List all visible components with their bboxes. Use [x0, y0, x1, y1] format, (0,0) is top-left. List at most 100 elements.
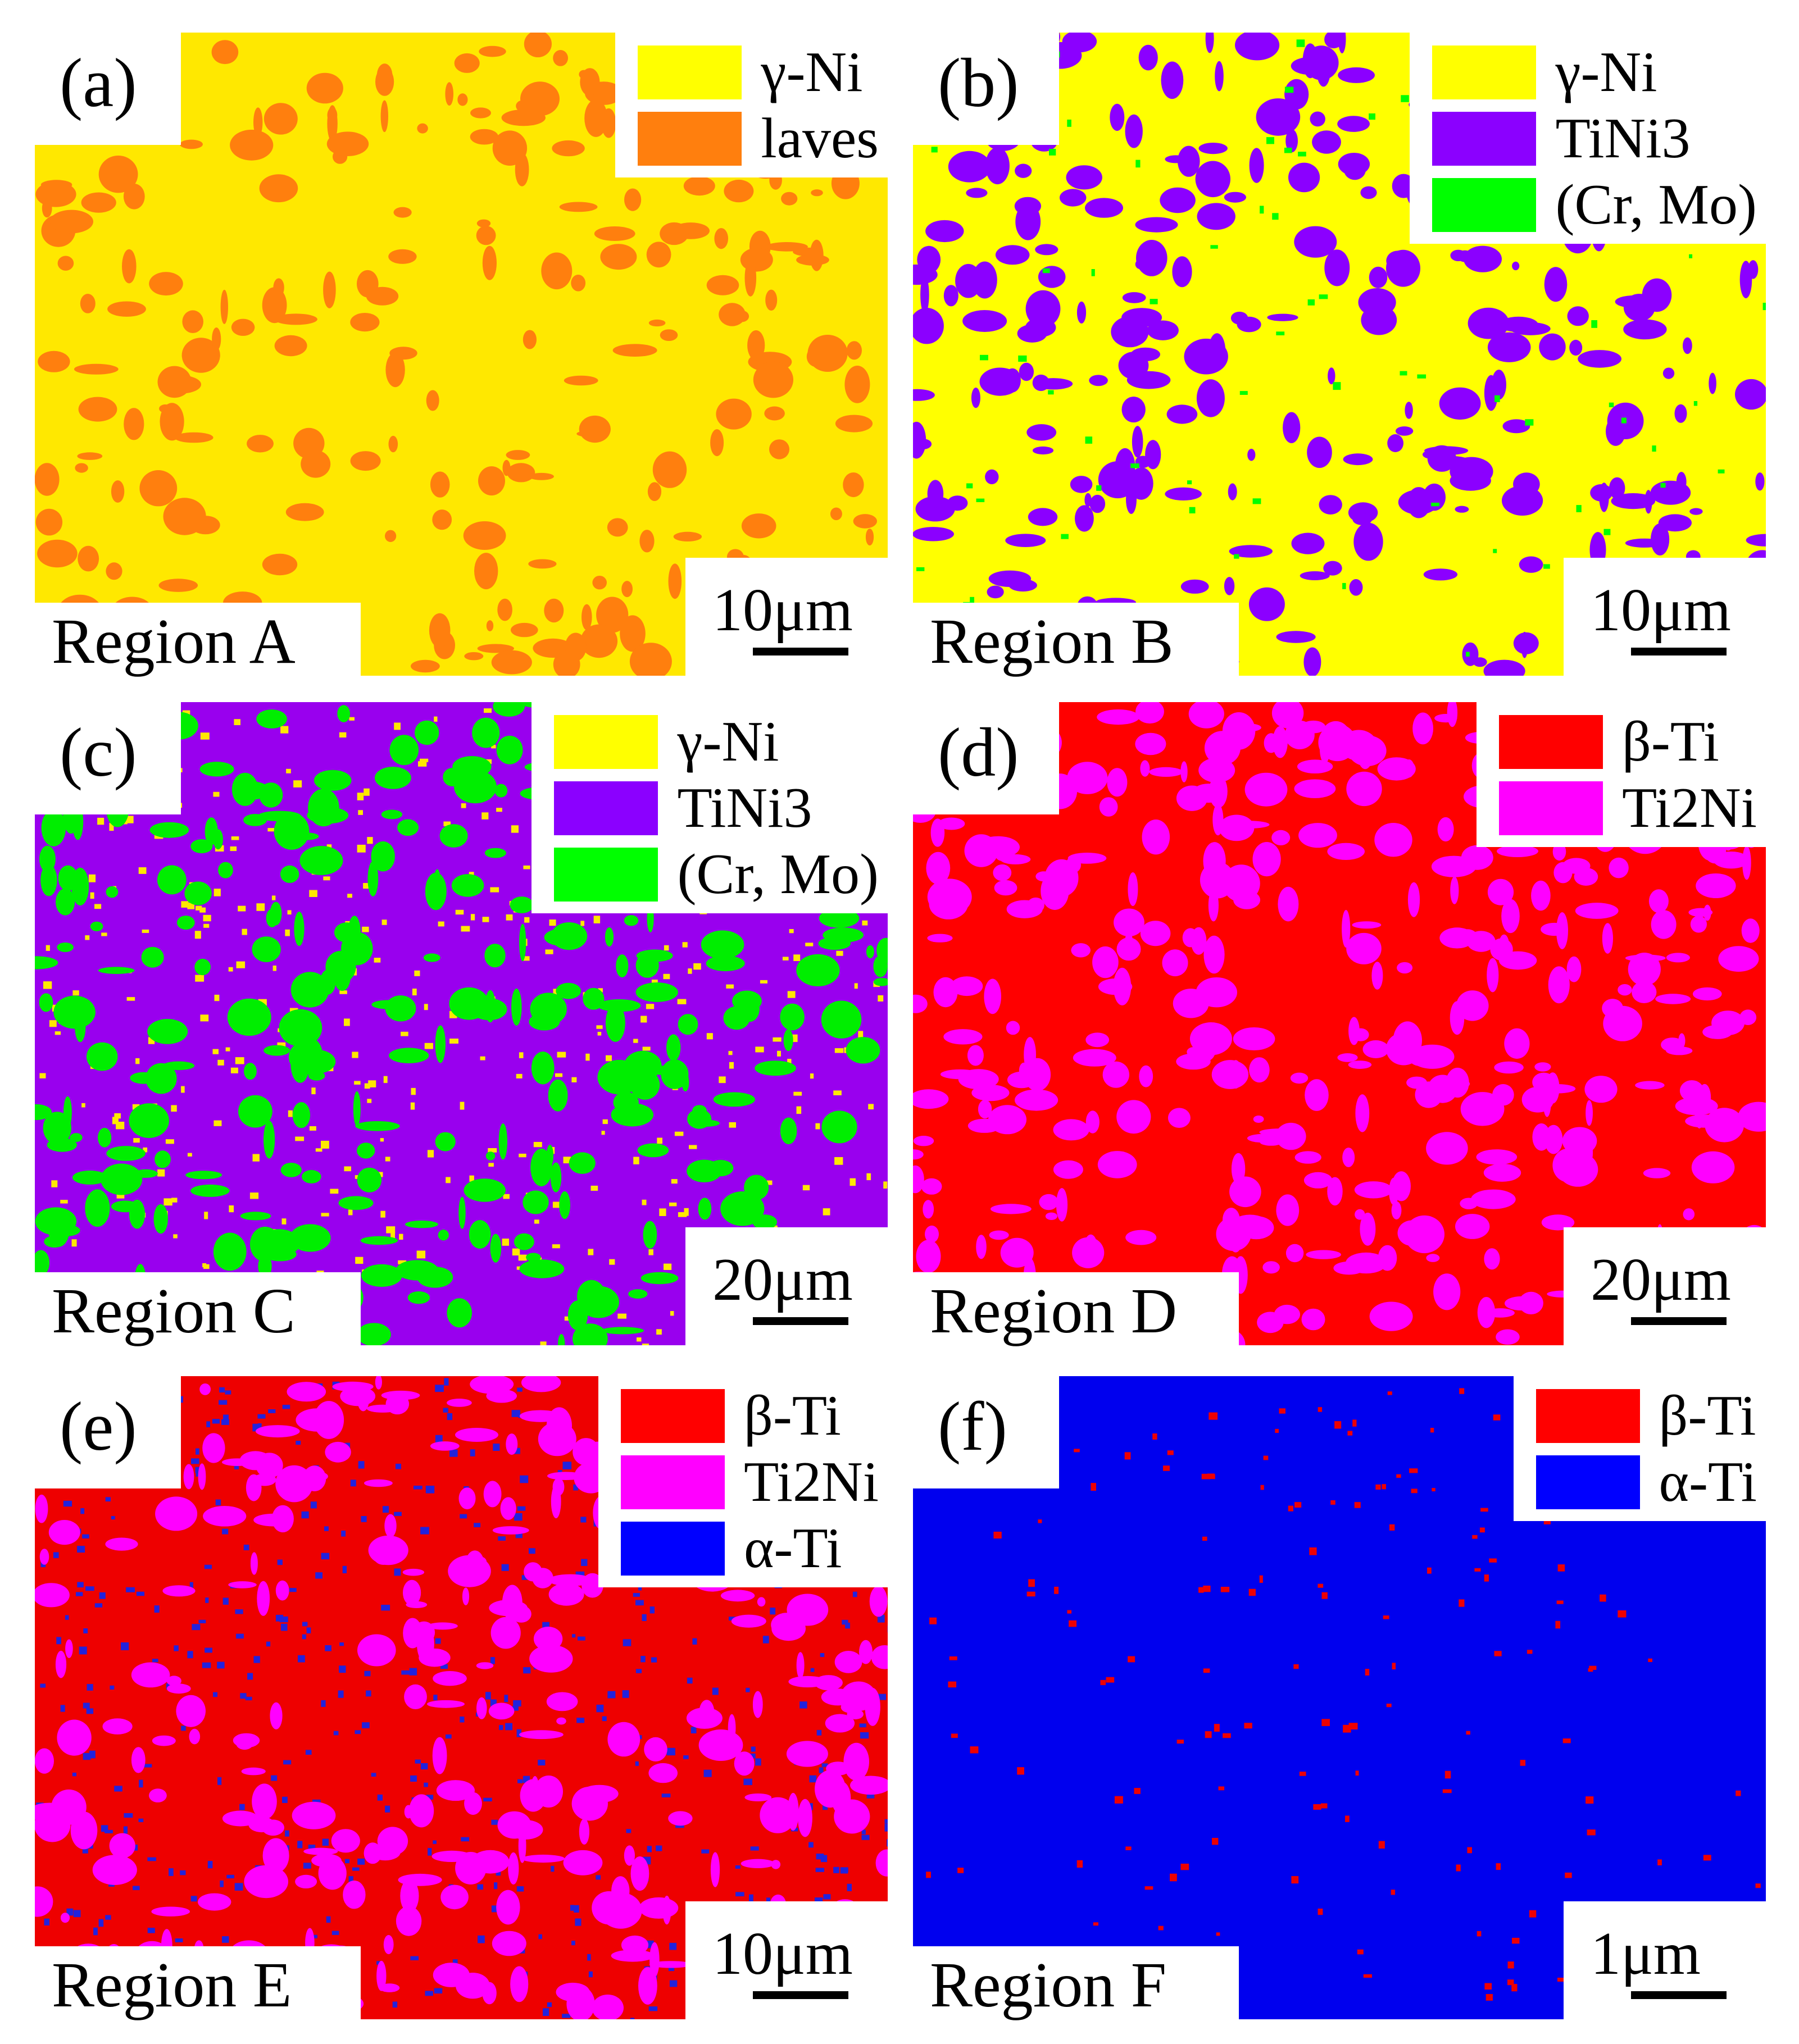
corner-cutout-top-left [35, 33, 181, 145]
scale-bar-line [1631, 1991, 1727, 1999]
corner-cutout-bottom-left [35, 1946, 361, 2019]
scale-bar: 10μm [1580, 569, 1749, 664]
legend-swatch [554, 715, 658, 769]
legend-label: (Cr, Mo) [677, 843, 879, 906]
scale-bar-label: 20μm [712, 1246, 853, 1313]
scale-bar: 20μm [702, 1239, 871, 1334]
legend: β-Ti α-Ti [1513, 1376, 1766, 1521]
region-label: Region D [930, 1275, 1178, 1346]
corner-cutout-bottom-left [913, 1946, 1239, 2019]
legend-swatch [620, 1455, 725, 1509]
corner-cutout-bottom-right [685, 558, 888, 676]
panel-label: (d) [938, 714, 1019, 791]
panel-e: (e) Region E β-Ti Ti2Ni α-Ti 10μm [35, 1376, 888, 2019]
legend-item: Ti2Ni [1498, 775, 1757, 841]
legend-swatch [1432, 178, 1537, 232]
legend-label: β-Ti [1621, 710, 1719, 773]
legend-label: α-Ti [743, 1517, 842, 1580]
legend: γ-Ni TiNi3 (Cr, Mo) [531, 702, 888, 913]
scale-bar-line [753, 648, 848, 655]
scale-bar-line [753, 1991, 848, 1999]
legend-item: TiNi3 [1432, 106, 1757, 172]
corner-cutout-top-left [35, 702, 181, 814]
scale-bar-label: 20μm [1591, 1246, 1731, 1313]
region-label: Region A [52, 606, 296, 677]
legend-label: Ti2Ni [743, 1450, 879, 1514]
corner-cutout-bottom-right [1564, 1901, 1766, 2019]
legend: γ-Ni TiNi3 (Cr, Mo) [1410, 33, 1766, 244]
legend-label: TiNi3 [677, 776, 812, 840]
scale-bar: 10μm [702, 569, 871, 664]
panel-c: (c) Region C γ-Ni TiNi3 (Cr, Mo) 20μm [35, 702, 888, 1345]
legend-label: γ-Ni [761, 40, 863, 104]
legend-swatch [554, 848, 658, 902]
legend-label: (Cr, Mo) [1555, 173, 1757, 236]
legend-item: α-Ti [620, 1515, 879, 1582]
legend: β-Ti Ti2Ni α-Ti [598, 1376, 888, 1587]
legend-swatch [1432, 112, 1537, 166]
corner-cutout-top-left [913, 33, 1059, 145]
scale-bar-label: 10μm [712, 577, 853, 644]
panel-label: (b) [938, 44, 1019, 121]
corner-cutout-top-left [35, 1376, 181, 1488]
scale-bar-line [753, 1317, 848, 1325]
legend-swatch [1432, 45, 1537, 99]
legend-item: laves [638, 106, 879, 172]
legend-item: (Cr, Mo) [1432, 172, 1757, 238]
legend-item: (Cr, Mo) [554, 841, 879, 908]
legend-label: α-Ti [1659, 1450, 1757, 1514]
legend-label: β-Ti [1659, 1384, 1756, 1447]
corner-cutout-bottom-right [685, 1227, 888, 1345]
panel-b: (b) Region B γ-Ni TiNi3 (Cr, Mo) 10μm [913, 33, 1766, 676]
legend-item: β-Ti [1535, 1383, 1757, 1449]
legend-swatch [620, 1389, 725, 1443]
legend-swatch [638, 112, 742, 166]
corner-cutout-bottom-left [913, 603, 1239, 676]
legend-swatch [638, 45, 742, 99]
corner-cutout-top-left [913, 702, 1059, 814]
legend-swatch [1535, 1455, 1640, 1509]
panel-f: (f) Region F β-Ti α-Ti 1μm [913, 1376, 1766, 2019]
panel-a: (a) Region A γ-Ni laves 10μm [35, 33, 888, 676]
region-label: Region B [930, 606, 1174, 677]
panel-label: (a) [60, 44, 137, 121]
scale-bar-label: 1μm [1591, 1920, 1701, 1987]
legend-item: β-Ti [620, 1383, 879, 1449]
legend-swatch [554, 781, 658, 835]
corner-cutout-bottom-left [35, 603, 361, 676]
legend-swatch [1535, 1389, 1640, 1443]
legend-item: Ti2Ni [620, 1449, 879, 1515]
legend-item: TiNi3 [554, 775, 879, 841]
panel-label: (c) [60, 714, 137, 791]
legend-label: laves [761, 107, 879, 170]
corner-cutout-bottom-right [1564, 1227, 1766, 1345]
panel-label: (e) [60, 1388, 137, 1465]
legend-swatch [1498, 781, 1603, 835]
corner-cutout-bottom-right [685, 1901, 888, 2019]
scale-bar-label: 10μm [712, 1920, 853, 1987]
corner-cutout-bottom-left [913, 1272, 1239, 1345]
scale-bar-line [1631, 1317, 1727, 1325]
scale-bar: 1μm [1580, 1913, 1749, 2008]
legend-item: γ-Ni [1432, 39, 1757, 106]
panel-label: (f) [938, 1388, 1007, 1465]
legend-item: γ-Ni [638, 39, 879, 106]
legend-label: β-Ti [743, 1384, 841, 1447]
legend-label: TiNi3 [1555, 107, 1691, 170]
region-label: Region E [52, 1949, 292, 2020]
legend-swatch [1498, 715, 1603, 769]
corner-cutout-bottom-right [1564, 558, 1766, 676]
legend: β-Ti Ti2Ni [1476, 702, 1766, 847]
region-label: Region C [52, 1275, 296, 1346]
legend-label: γ-Ni [677, 710, 779, 773]
legend-swatch [620, 1522, 725, 1576]
legend-item: γ-Ni [554, 709, 879, 775]
legend-item: β-Ti [1498, 709, 1757, 775]
legend-item: α-Ti [1535, 1449, 1757, 1515]
corner-cutout-top-left [913, 1376, 1059, 1488]
scale-bar: 10μm [702, 1913, 871, 2008]
region-label: Region F [930, 1949, 1167, 2020]
legend: γ-Ni laves [615, 33, 888, 177]
legend-label: Ti2Ni [1621, 776, 1757, 840]
scale-bar: 20μm [1580, 1239, 1749, 1334]
